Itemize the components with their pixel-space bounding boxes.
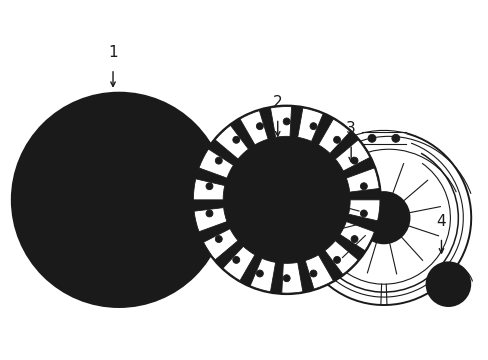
Wedge shape xyxy=(270,107,291,137)
Circle shape xyxy=(23,157,34,168)
Circle shape xyxy=(426,262,469,306)
Circle shape xyxy=(215,235,222,243)
Circle shape xyxy=(86,167,96,177)
Circle shape xyxy=(369,204,397,231)
Wedge shape xyxy=(324,241,357,274)
Circle shape xyxy=(142,223,152,233)
Text: 4: 4 xyxy=(436,214,446,229)
Circle shape xyxy=(205,183,212,190)
Circle shape xyxy=(283,118,289,125)
Circle shape xyxy=(367,134,375,142)
Wedge shape xyxy=(318,119,349,153)
Wedge shape xyxy=(199,149,233,178)
Wedge shape xyxy=(193,179,224,200)
Circle shape xyxy=(350,157,357,164)
Circle shape xyxy=(350,235,357,243)
Wedge shape xyxy=(223,246,254,281)
Circle shape xyxy=(433,269,462,299)
Circle shape xyxy=(56,137,181,262)
Wedge shape xyxy=(194,208,226,232)
Wedge shape xyxy=(339,221,373,251)
Circle shape xyxy=(204,157,215,168)
Wedge shape xyxy=(297,108,323,141)
Circle shape xyxy=(232,256,239,264)
Wedge shape xyxy=(215,125,248,159)
Circle shape xyxy=(439,275,456,293)
Circle shape xyxy=(256,270,263,277)
Circle shape xyxy=(224,137,348,262)
Wedge shape xyxy=(203,229,238,260)
Circle shape xyxy=(360,210,366,217)
Circle shape xyxy=(151,104,162,114)
Text: 2: 2 xyxy=(272,95,282,110)
Circle shape xyxy=(307,181,315,189)
Wedge shape xyxy=(240,111,267,145)
Circle shape xyxy=(23,232,34,243)
Wedge shape xyxy=(305,255,333,289)
Circle shape xyxy=(76,285,87,296)
Circle shape xyxy=(309,123,316,130)
Circle shape xyxy=(205,210,212,217)
Circle shape xyxy=(283,275,289,282)
Wedge shape xyxy=(335,140,369,171)
Circle shape xyxy=(93,174,144,226)
Circle shape xyxy=(105,186,133,214)
Circle shape xyxy=(192,105,380,294)
Circle shape xyxy=(333,136,340,143)
Text: 3: 3 xyxy=(346,121,355,136)
Wedge shape xyxy=(348,200,379,221)
Circle shape xyxy=(360,183,366,190)
Circle shape xyxy=(215,157,222,164)
Circle shape xyxy=(76,104,87,114)
Wedge shape xyxy=(250,258,275,292)
Circle shape xyxy=(333,256,340,264)
Circle shape xyxy=(12,93,225,307)
Circle shape xyxy=(142,167,152,177)
Wedge shape xyxy=(346,168,379,192)
Circle shape xyxy=(282,225,290,233)
Circle shape xyxy=(357,192,409,243)
Circle shape xyxy=(309,270,316,277)
Circle shape xyxy=(391,134,399,142)
Circle shape xyxy=(248,162,324,238)
Wedge shape xyxy=(281,262,302,293)
Circle shape xyxy=(204,232,215,243)
Circle shape xyxy=(151,285,162,296)
Text: 1: 1 xyxy=(108,45,118,60)
Circle shape xyxy=(256,123,263,130)
Circle shape xyxy=(232,136,239,143)
Circle shape xyxy=(275,189,297,211)
Circle shape xyxy=(257,181,265,189)
Circle shape xyxy=(30,111,208,289)
Circle shape xyxy=(86,223,96,233)
Circle shape xyxy=(285,213,294,222)
Circle shape xyxy=(266,180,306,220)
